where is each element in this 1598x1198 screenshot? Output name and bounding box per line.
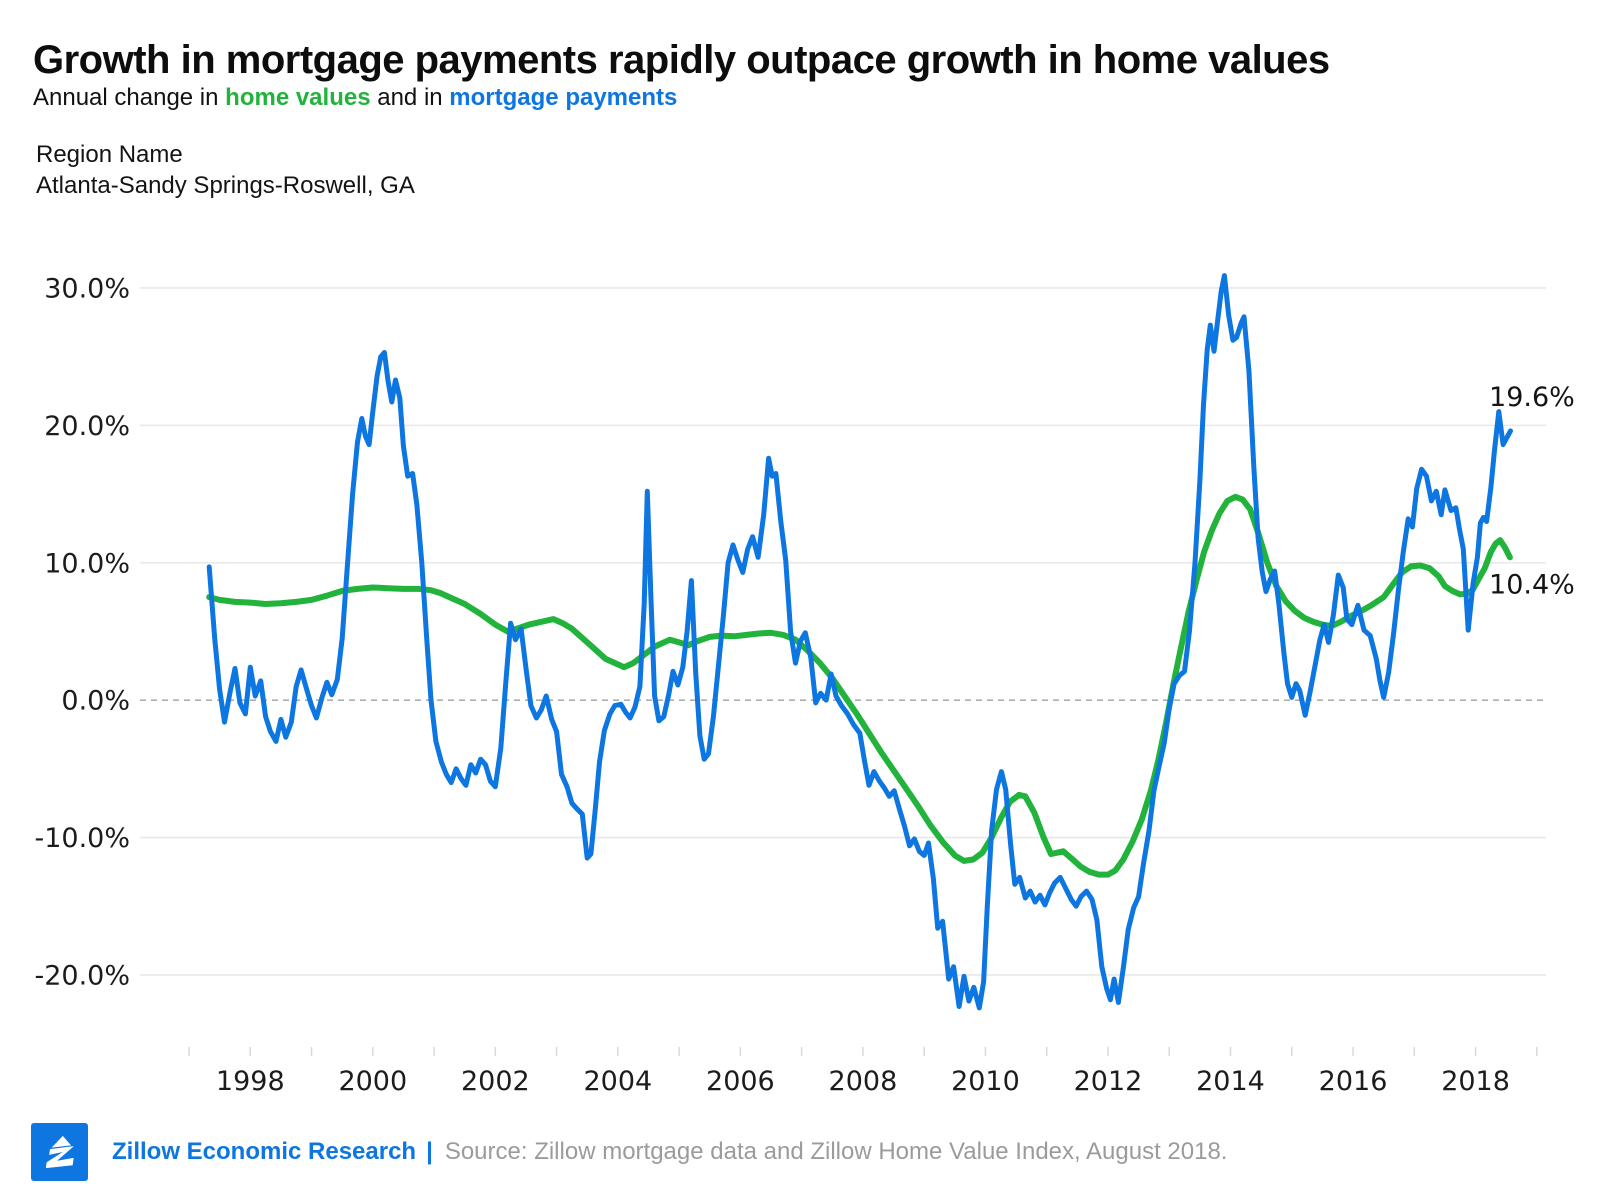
footer-separator: | [426,1138,433,1165]
end-value-label: 19.6% [1489,382,1575,413]
series-line-home-values [206,493,1513,878]
x-axis-label: 2010 [951,1066,1020,1097]
footer-source: Source: Zillow mortgage data and Zillow … [444,1138,1228,1165]
y-axis-label: 30.0% [44,273,130,304]
legend-home-values: home values [225,84,371,111]
legend-mortgage-payments: mortgage payments [449,84,678,111]
x-axis-label: 2012 [1074,1066,1143,1097]
y-axis-label: -10.0% [34,823,130,854]
x-axis-label: 1998 [216,1066,285,1097]
region-value: Atlanta-Sandy Springs-Roswell, GA [36,172,415,199]
chart-subtitle: Annual change in home values and in mort… [33,84,677,112]
x-axis-label: 2006 [706,1066,775,1097]
page-title: Growth in mortgage payments rapidly outp… [33,38,1330,82]
end-value-label: 10.4% [1489,570,1575,601]
footer: Zillow Economic Research | Source: Zillo… [31,1122,1227,1182]
x-axis-label: 2002 [461,1066,530,1097]
y-axis-label: -20.0% [34,960,130,991]
y-axis-label: 10.0% [44,548,130,579]
x-axis-label: 2000 [338,1066,407,1097]
x-axis-label: 2014 [1196,1066,1265,1097]
subtitle-middle: and in [370,84,450,111]
series-line-mortgage-payments [206,273,1513,1011]
zillow-logo-icon [31,1123,88,1181]
x-axis-label: 2016 [1319,1066,1388,1097]
x-axis-label: 2008 [829,1066,898,1097]
y-axis-label: 0.0% [61,686,130,717]
subtitle-prefix: Annual change in [33,84,226,111]
zillow-z-glyph [45,1135,74,1169]
footer-brand: Zillow Economic Research [112,1138,417,1165]
x-axis-label: 2004 [583,1066,652,1097]
region-label: Region Name [36,141,183,168]
y-axis-label: 20.0% [44,411,130,442]
x-axis-label: 2018 [1441,1066,1510,1097]
